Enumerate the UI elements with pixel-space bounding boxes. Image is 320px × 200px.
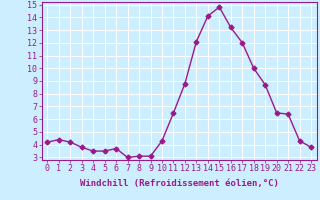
X-axis label: Windchill (Refroidissement éolien,°C): Windchill (Refroidissement éolien,°C) bbox=[80, 179, 279, 188]
